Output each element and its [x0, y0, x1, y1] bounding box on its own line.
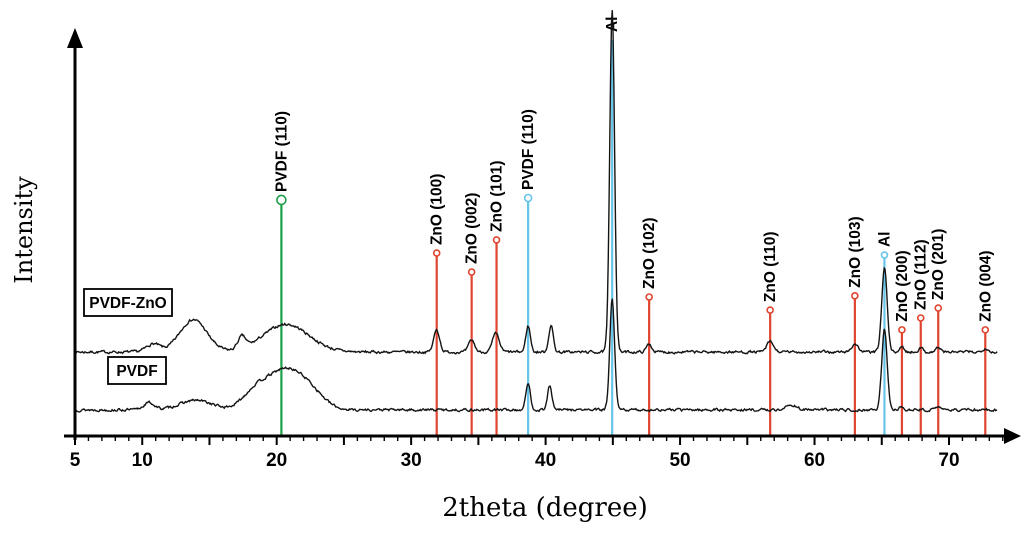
sample-label-box — [83, 288, 173, 317]
peak-label: ZnO (112) — [913, 239, 930, 310]
x-tick-label: 70 — [938, 450, 959, 471]
reference-line-marker — [276, 194, 287, 206]
peak-label: ZnO (201) — [930, 229, 947, 300]
reference-line-marker — [523, 193, 533, 203]
reference-line-marker — [467, 268, 476, 276]
peak-label: ZnO (110) — [762, 231, 779, 302]
peak-label: ZnO (200) — [894, 250, 911, 321]
peak-label: ZnO (103) — [847, 216, 864, 287]
sample-label: PVDF-ZnO — [89, 295, 167, 312]
reference-line-marker — [981, 326, 990, 334]
reference-line-marker — [432, 249, 441, 257]
peak-label: ZnO (002) — [464, 193, 481, 264]
reference-line-marker — [934, 304, 943, 312]
reference-line-marker — [851, 292, 859, 300]
reference-line-marker — [880, 251, 889, 259]
y-axis-arrow — [67, 28, 83, 48]
sample-label-box — [107, 356, 167, 385]
peak-label: ZnO (004) — [977, 250, 994, 321]
reference-line-marker — [916, 314, 925, 322]
peak-label: ZnO (102) — [641, 218, 658, 289]
x-axis-arrow — [1004, 428, 1021, 444]
x-tick-label: 40 — [535, 450, 556, 471]
peak-label: Al — [876, 232, 893, 248]
x-tick-label: 50 — [669, 450, 690, 471]
reference-line-marker — [766, 306, 774, 314]
curve-pvdf-zno — [74, 10, 998, 355]
peak-label: ZnO (101) — [489, 160, 506, 231]
x-tick-label: 60 — [804, 450, 825, 471]
x-tick-label: 20 — [266, 450, 287, 471]
reference-line-marker — [645, 293, 653, 301]
y-axis-title: Intensity — [10, 176, 38, 284]
peak-label: ZnO (100) — [429, 174, 446, 245]
x-tick-label: 10 — [132, 450, 153, 471]
curve-pvdf — [74, 298, 998, 413]
x-tick-label: 30 — [401, 450, 422, 471]
peak-label: PVDF (110) — [520, 109, 537, 190]
x-axis-title: 2theta (degree) — [442, 493, 648, 523]
sample-label: PVDF — [116, 363, 157, 380]
reference-line-marker — [898, 326, 906, 334]
reference-line-marker — [492, 236, 501, 244]
peak-label: PVDF (110) — [273, 111, 290, 192]
x-tick-label: 5 — [70, 450, 81, 471]
